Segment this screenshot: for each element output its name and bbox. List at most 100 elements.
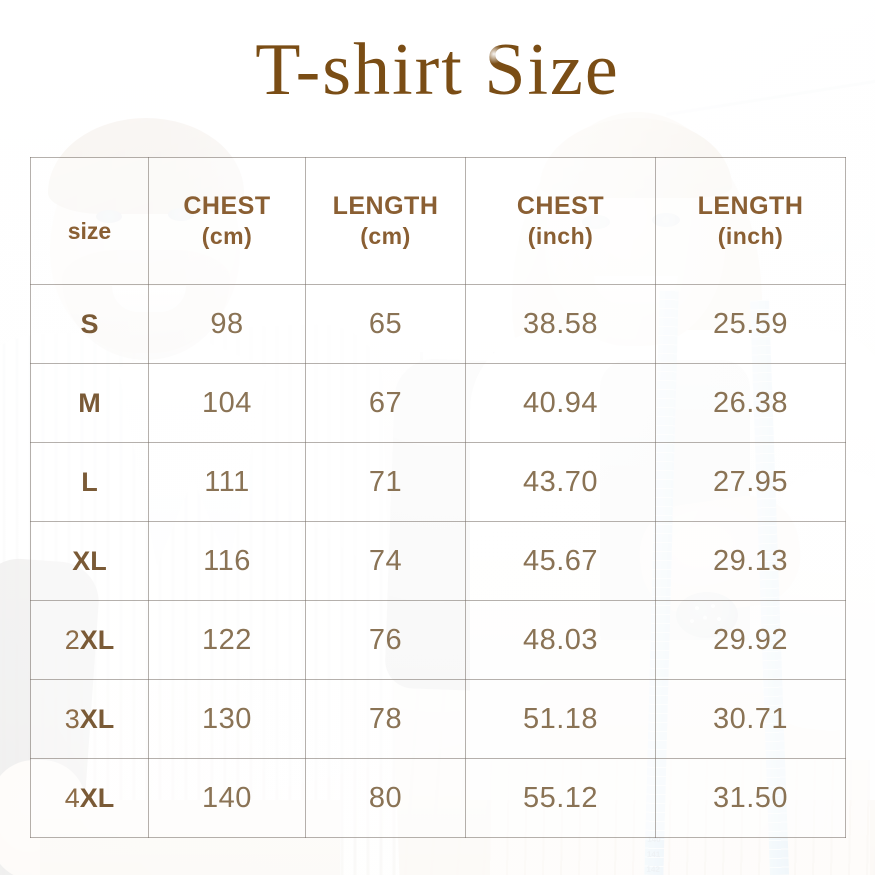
cell-length-cm: 71	[305, 442, 466, 522]
cell-chest-cm-value: 104	[202, 386, 252, 419]
header-cell-chest-inch: CHEST (inch)	[465, 157, 656, 285]
header-cell-chest-cm: CHEST (cm)	[148, 157, 306, 285]
cell-chest-cm-value: 130	[202, 702, 252, 735]
cell-chest-cm: 111	[148, 442, 306, 522]
table-row: XL 116 74 45.67 29.13	[30, 521, 846, 601]
cell-size: XL	[30, 521, 149, 601]
header-length-cm: LENGTH (cm)	[306, 190, 465, 251]
size-label: XL	[72, 546, 107, 576]
cell-chest-inch-value: 48.03	[522, 623, 599, 656]
size-label: L	[81, 467, 98, 497]
cell-length-inch: 31.50	[655, 758, 846, 838]
table-row: 2XL 122 76 48.03 29.92	[30, 600, 846, 680]
cell-chest-inch-value: 40.94	[522, 386, 599, 419]
cell-length-inch-value: 26.38	[712, 386, 789, 419]
cell-length-cm: 76	[305, 600, 466, 680]
cell-length-cm-value: 67	[368, 386, 403, 419]
cell-chest-inch: 40.94	[465, 363, 656, 443]
cell-chest-inch: 51.18	[465, 679, 656, 759]
cell-chest-cm-value: 140	[202, 781, 252, 814]
cell-length-inch: 29.13	[655, 521, 846, 601]
header-length-cm-label: LENGTH	[332, 192, 439, 221]
header-chest-cm-label: CHEST	[183, 192, 271, 221]
size-label: 2XL	[65, 625, 115, 655]
cell-length-inch: 25.59	[655, 284, 846, 364]
cell-size: L	[30, 442, 149, 522]
cell-length-cm-value: 76	[368, 623, 403, 656]
cell-chest-cm: 116	[148, 521, 306, 601]
table-row: 4XL 140 80 55.12 31.50	[30, 758, 846, 838]
cell-chest-inch: 55.12	[465, 758, 656, 838]
header-row: size CHEST (cm) LENGTH (cm)	[30, 157, 846, 285]
header-length-inch-label: LENGTH	[697, 192, 804, 221]
cell-length-cm-value: 65	[368, 307, 403, 340]
cell-chest-cm-value: 111	[204, 465, 250, 498]
cell-length-cm: 78	[305, 679, 466, 759]
cell-chest-cm-value: 116	[203, 544, 251, 577]
cell-size: 3XL	[30, 679, 149, 759]
size-code: M	[78, 387, 101, 418]
cell-length-cm-value: 78	[368, 702, 403, 735]
header-chest-cm-unit: (cm)	[201, 223, 253, 250]
table-row: M 104 67 40.94 26.38	[30, 363, 846, 443]
cell-length-cm: 74	[305, 521, 466, 601]
table-row: S 98 65 38.58 25.59	[30, 284, 846, 364]
header-chest-inch-unit: (inch)	[527, 223, 594, 250]
cell-chest-inch: 38.58	[465, 284, 656, 364]
cell-chest-cm: 140	[148, 758, 306, 838]
cell-chest-cm: 98	[148, 284, 306, 364]
cell-size: M	[30, 363, 149, 443]
cell-chest-inch-value: 45.67	[522, 544, 599, 577]
header-length-cm-unit: (cm)	[360, 223, 411, 250]
cell-length-inch: 26.38	[655, 363, 846, 443]
cell-length-inch-value: 25.59	[712, 307, 789, 340]
cell-length-cm-value: 80	[368, 781, 403, 814]
cell-chest-inch: 45.67	[465, 521, 656, 601]
table-row: 3XL 130 78 51.18 30.71	[30, 679, 846, 759]
cell-length-inch: 30.71	[655, 679, 846, 759]
size-label: 3XL	[65, 704, 115, 734]
size-prefix: 2	[64, 624, 80, 655]
cell-chest-cm: 104	[148, 363, 306, 443]
cell-length-cm: 65	[305, 284, 466, 364]
header-chest-inch-label: CHEST	[516, 192, 605, 221]
size-label: 4XL	[65, 783, 115, 813]
size-code: S	[80, 308, 99, 339]
size-code: L	[81, 466, 98, 497]
cell-length-inch: 29.92	[655, 600, 846, 680]
header-cell-size: size	[30, 157, 149, 285]
cell-chest-inch-value: 38.58	[522, 307, 599, 340]
page-title: T-shirt Size	[255, 29, 620, 111]
cell-chest-cm: 130	[148, 679, 306, 759]
cell-length-inch: 27.95	[655, 442, 846, 522]
cell-length-cm: 67	[305, 363, 466, 443]
header-chest-cm: CHEST (cm)	[149, 190, 305, 251]
header-cell-length-cm: LENGTH (cm)	[305, 157, 466, 285]
cell-length-inch-value: 30.71	[712, 702, 789, 735]
cell-chest-inch: 43.70	[465, 442, 656, 522]
header-length-inch: LENGTH (inch)	[656, 190, 845, 251]
cell-length-cm-value: 71	[368, 465, 403, 498]
cell-length-cm: 80	[305, 758, 466, 838]
cell-length-inch-value: 29.13	[712, 544, 789, 577]
size-prefix: 4	[64, 782, 80, 813]
size-code: XL	[72, 545, 107, 576]
cell-length-inch-value: 27.95	[712, 465, 789, 498]
cell-chest-cm-value: 122	[202, 623, 252, 656]
header-chest-inch: CHEST (inch)	[466, 190, 655, 251]
header-size-label: size	[67, 217, 112, 244]
table-row: L 111 71 43.70 27.95	[30, 442, 846, 522]
size-label: S	[80, 309, 98, 339]
cell-size: 4XL	[30, 758, 149, 838]
size-code: XL	[79, 624, 115, 655]
cell-length-cm-value: 74	[368, 544, 403, 577]
cell-size: S	[30, 284, 149, 364]
cell-chest-cm: 122	[148, 600, 306, 680]
sparkle-icon	[484, 44, 504, 64]
cell-length-inch-value: 31.50	[712, 781, 789, 814]
cell-chest-inch-value: 51.18	[522, 702, 599, 735]
cell-size: 2XL	[30, 600, 149, 680]
size-chart-table: size CHEST (cm) LENGTH (cm)	[30, 157, 846, 838]
